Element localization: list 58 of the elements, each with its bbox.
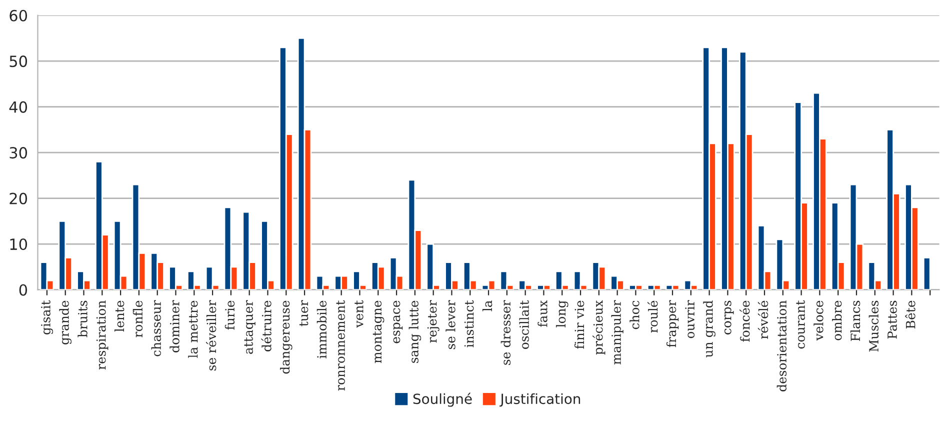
x-tick-label: immobile (316, 300, 327, 358)
x-tick-label: Muscles (868, 300, 879, 352)
x-tick-label: révélé (758, 300, 768, 339)
x-tick-label: gisait (41, 300, 54, 334)
y-tick-label: 40 (9, 101, 28, 113)
x-tick-label: manipuler (611, 300, 624, 364)
x-tick-label: furie (224, 300, 235, 330)
x-tick-label: dominer (170, 300, 180, 352)
y-tick-label: 50 (10, 56, 28, 68)
x-tick-label: veloce (814, 300, 824, 341)
x-tick-label: la mettre (188, 300, 198, 358)
y-tick-label: 30 (10, 147, 28, 159)
x-tick-label: ronfle (132, 300, 143, 338)
x-tick-label: attaquer (244, 300, 256, 354)
x-tick-label: instinct (464, 300, 474, 348)
legend-label: Souligné (413, 392, 472, 407)
y-tick-label: 20 (10, 192, 28, 204)
x-tick-label: finir vie (574, 300, 584, 349)
y-tick-label: 10 (10, 238, 28, 250)
x-tick-label: choc (630, 300, 640, 330)
x-tick-label: tuer (299, 300, 308, 326)
x-tick-label: se lever (446, 300, 456, 350)
x-tick-label: sang lutte (408, 300, 422, 363)
x-tick-label: vent (354, 300, 364, 328)
x-tick-label: ronronnement (336, 300, 345, 391)
x-tick-label: bruits (78, 300, 88, 338)
x-tick-label: précieux (592, 300, 606, 355)
x-tick-label: un grand (703, 300, 716, 358)
x-tick-label: lente (114, 300, 124, 332)
bar (922, 257, 931, 290)
x-tick-label: ouvrir (685, 300, 695, 338)
x-tick-label: grande (59, 300, 72, 344)
x-tick-label: foncée (740, 300, 750, 342)
x-tick-label: courant (796, 300, 805, 349)
x-tick-label: respiration (96, 300, 108, 370)
x-tick-label: Flancs (850, 300, 860, 342)
y-tick-label: 60 (10, 10, 28, 22)
x-tick-label: rejeter (427, 300, 440, 343)
x-tick-label: ombre (832, 300, 842, 340)
legend-label: Justification (500, 393, 580, 407)
x-tick-label: montagne (372, 300, 384, 364)
x-tick-label: chasseur (151, 300, 161, 356)
x-tick-label: se réveiller (206, 300, 216, 370)
x-tick-label: Bête (905, 300, 916, 328)
x-tick-label: détruire (261, 300, 272, 352)
x-tick-label: se dresser (500, 300, 511, 365)
x-tick-label: dangereuse (280, 300, 292, 374)
x-tick-label: corps (724, 300, 734, 334)
x-tick-label: long (556, 300, 568, 328)
x-tick-label: la (482, 300, 492, 312)
x-tick-label: oscillait (519, 300, 529, 349)
x-tick-label: frapper (666, 300, 679, 348)
y-tick-label: 0 (19, 284, 28, 296)
x-tick-label: faux (538, 300, 548, 327)
x-tick-label: espace (393, 300, 403, 344)
x-tick-label: roulé (648, 300, 658, 333)
x-tick-label: desorientation (776, 300, 787, 392)
x-tick-label: Pattes (888, 300, 897, 339)
